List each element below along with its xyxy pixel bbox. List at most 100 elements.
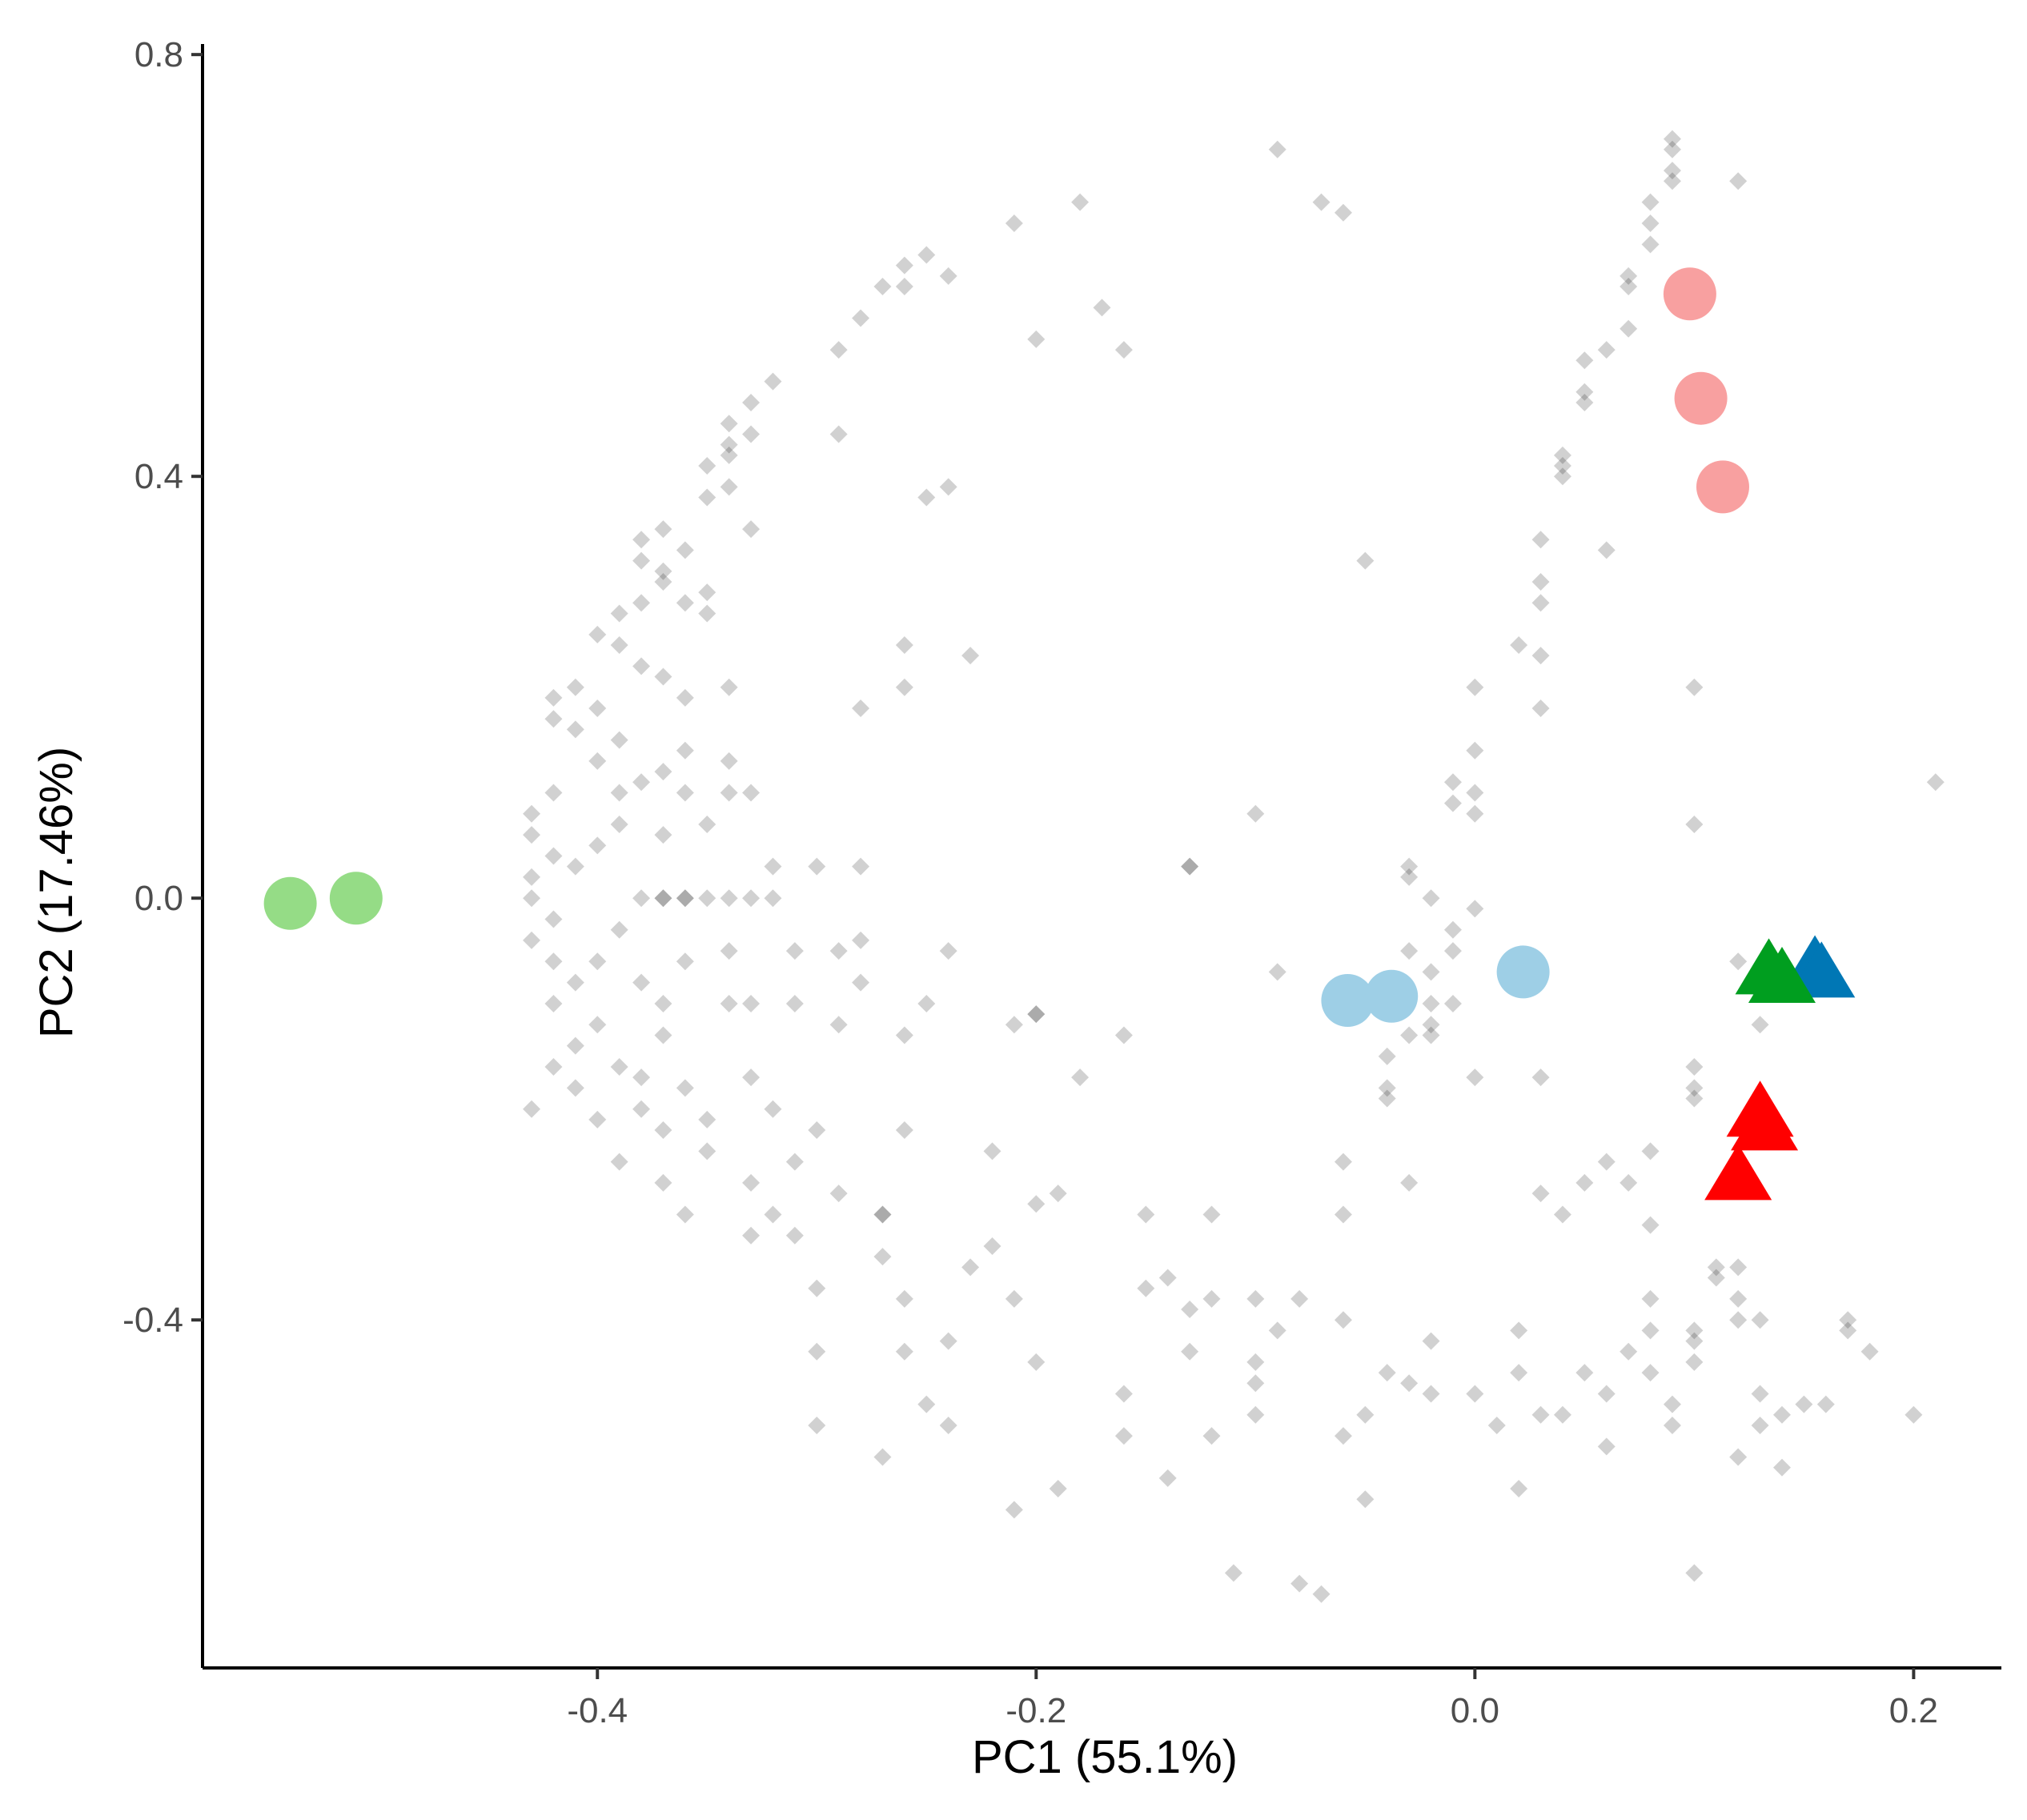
background-point xyxy=(1378,1089,1396,1108)
series-0-point xyxy=(263,876,317,930)
background-point xyxy=(698,889,716,908)
background-point xyxy=(1926,773,1945,792)
background-point xyxy=(1071,193,1090,211)
background-point xyxy=(1400,1026,1419,1044)
background-point xyxy=(1334,1153,1352,1171)
background-point xyxy=(1531,647,1550,665)
series-5-point xyxy=(1731,1094,1799,1151)
background-point xyxy=(1620,1173,1638,1192)
background-point xyxy=(610,920,628,939)
background-point xyxy=(588,752,607,770)
background-point xyxy=(1510,1480,1528,1498)
background-point xyxy=(1158,1469,1177,1487)
background-point xyxy=(676,1205,694,1224)
background-point xyxy=(1027,1353,1046,1371)
x-axis-title: PC1 (55.1%) xyxy=(972,1731,1238,1783)
background-point xyxy=(1663,1416,1681,1434)
background-point xyxy=(1729,1289,1748,1308)
background-point xyxy=(720,784,738,802)
background-point xyxy=(917,994,936,1012)
background-point xyxy=(764,1100,782,1118)
background-point xyxy=(654,889,672,908)
background-point xyxy=(785,994,804,1012)
background-point xyxy=(764,889,782,908)
background-point xyxy=(566,857,584,876)
background-point xyxy=(1158,1269,1177,1287)
background-point xyxy=(1905,1405,1923,1424)
background-point xyxy=(1597,1385,1616,1403)
background-point xyxy=(1422,889,1440,908)
background-point xyxy=(873,1205,892,1224)
background-point xyxy=(917,1395,936,1413)
background-point xyxy=(610,731,628,749)
background-point xyxy=(544,1058,563,1076)
background-point xyxy=(1202,1289,1221,1308)
background-point xyxy=(1641,193,1660,211)
background-point xyxy=(1575,383,1594,401)
background-point xyxy=(654,1121,672,1140)
background-point xyxy=(1202,1427,1221,1445)
background-point xyxy=(1027,330,1046,348)
background-point xyxy=(523,804,541,823)
background-point xyxy=(895,1289,913,1308)
background-point xyxy=(1531,1405,1550,1424)
background-point xyxy=(895,635,913,654)
background-point xyxy=(1620,267,1638,285)
background-point xyxy=(544,910,563,928)
background-point xyxy=(1181,857,1199,876)
background-point xyxy=(1685,815,1704,833)
background-point xyxy=(1729,1448,1748,1466)
background-point xyxy=(1181,1301,1199,1319)
x-tick-label: 0.0 xyxy=(1451,1691,1499,1730)
background-point xyxy=(1729,1311,1748,1329)
background-point xyxy=(632,657,651,675)
background-point xyxy=(1005,1501,1023,1519)
background-point xyxy=(1181,1342,1199,1361)
background-point xyxy=(1641,1216,1660,1234)
background-point xyxy=(1422,1332,1440,1350)
x-tick-label: 0.2 xyxy=(1889,1691,1938,1730)
background-point xyxy=(698,815,716,833)
background-point xyxy=(1707,1258,1725,1277)
background-point xyxy=(939,1332,957,1350)
background-point xyxy=(1356,551,1375,570)
background-point xyxy=(523,931,541,949)
background-point xyxy=(588,1016,607,1034)
background-point xyxy=(1553,467,1571,486)
background-point xyxy=(1027,1195,1046,1213)
background-point xyxy=(720,752,738,770)
background-point xyxy=(1685,1353,1704,1371)
background-point xyxy=(1795,1395,1813,1413)
background-point xyxy=(1531,531,1550,549)
background-point xyxy=(983,1142,1001,1161)
background-point xyxy=(610,784,628,802)
background-point xyxy=(873,1248,892,1266)
background-point xyxy=(698,457,716,475)
background-point xyxy=(852,700,870,718)
background-point xyxy=(1751,1016,1769,1034)
background-point xyxy=(1049,1480,1067,1498)
background-point xyxy=(873,1205,892,1224)
background-point xyxy=(544,952,563,971)
background-point xyxy=(654,572,672,591)
background-point xyxy=(1246,1353,1265,1371)
background-point xyxy=(1400,942,1419,960)
y-tick-label: 0.4 xyxy=(134,457,183,496)
background-point xyxy=(676,594,694,612)
background-point xyxy=(1839,1311,1857,1329)
background-point xyxy=(1685,1089,1704,1108)
background-point xyxy=(654,1173,672,1192)
background-point xyxy=(1093,299,1111,317)
background-point xyxy=(785,1226,804,1245)
background-point xyxy=(742,393,761,411)
background-point xyxy=(1005,214,1023,232)
background-point xyxy=(852,973,870,992)
background-point xyxy=(1620,319,1638,338)
background-point xyxy=(1641,1289,1660,1308)
background-point xyxy=(720,446,738,464)
background-point xyxy=(654,994,672,1012)
background-point xyxy=(1772,1458,1791,1477)
background-point xyxy=(1422,1026,1440,1044)
background-point xyxy=(1137,1205,1155,1224)
series-0-point xyxy=(329,872,383,925)
